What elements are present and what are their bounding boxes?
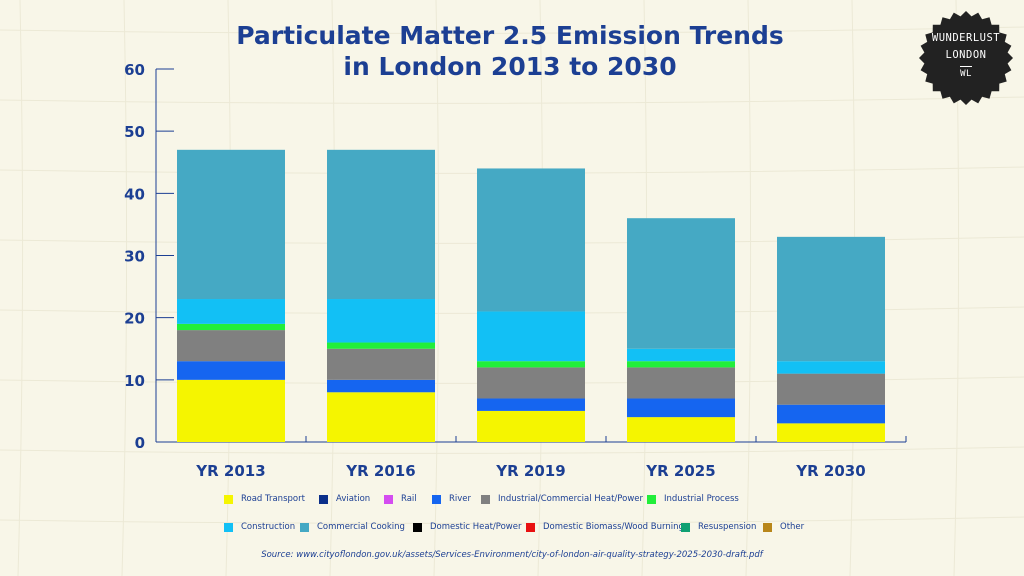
bar-segment-industrial-process — [177, 323, 285, 331]
legend-item-industrial-process: Industrial Process — [647, 494, 739, 504]
bar-segment-road-transport — [177, 379, 285, 442]
bar-stack-yr-2016 — [327, 149, 435, 442]
bar-segment-river — [327, 379, 435, 393]
bar-segment-commercial-cooking — [477, 168, 585, 312]
legend-item-river: River — [432, 494, 471, 504]
legend-swatch — [224, 522, 233, 532]
legend-label: Road Transport — [241, 494, 305, 504]
bar-segment-road-transport — [327, 392, 435, 442]
legend-label: Other — [780, 522, 805, 532]
bar-segment-river — [627, 398, 735, 418]
legend-label: Commercial Cooking — [317, 522, 405, 532]
bar-segment-commercial-cooking — [627, 218, 735, 349]
logo-text-line-2: LONDON — [945, 49, 987, 61]
legend-item-aviation: Aviation — [319, 494, 370, 504]
bar-segment-construction — [327, 299, 435, 343]
y-tick-label: 30 — [124, 248, 145, 266]
x-tick-label: YR 2013 — [195, 462, 265, 480]
legend-label: Industrial Process — [664, 494, 739, 504]
bar-stack-yr-2019 — [477, 168, 585, 442]
legend-swatch — [384, 494, 393, 504]
chart-title: Particulate Matter 2.5 Emission Trends i… — [200, 20, 820, 82]
legend-label: Domestic Biomass/Wood Burning — [543, 522, 684, 532]
legend-item-construction: Construction — [224, 522, 295, 532]
legend-swatch — [319, 494, 328, 504]
bar-segment-road-transport — [777, 423, 885, 442]
bar-segment-industrial-commercial-heat-power — [777, 373, 885, 405]
chart-title-line-1: Particulate Matter 2.5 Emission Trends — [236, 21, 784, 50]
legend-item-other: Other — [763, 522, 804, 532]
legend-label: Domestic Heat/Power — [430, 522, 522, 532]
bar-segment-construction — [777, 361, 885, 374]
bar-segment-road-transport — [477, 410, 585, 442]
bar-segment-industrial-commercial-heat-power — [477, 367, 585, 399]
legend-item-road-transport: Road Transport — [224, 494, 305, 504]
bar-segment-river — [177, 361, 285, 380]
bar-segment-river — [477, 398, 585, 411]
bar-segment-commercial-cooking — [327, 149, 435, 300]
x-tick-label: YR 2019 — [495, 462, 565, 480]
legend-item-commercial-cooking: Commercial Cooking — [300, 522, 405, 532]
bar-segment-commercial-cooking — [777, 236, 885, 362]
legend-item-domestic-heat-power: Domestic Heat/Power — [413, 522, 521, 532]
legend-swatch — [300, 522, 309, 532]
legend-label: Construction — [241, 522, 296, 532]
bar-segment-construction — [627, 348, 735, 362]
logo-text-line-1: WUNDERLUST — [931, 32, 1001, 44]
y-tick-label: 0 — [135, 434, 145, 452]
bar-stack-yr-2025 — [627, 218, 735, 442]
legend-swatch — [432, 494, 441, 504]
y-tick-label: 20 — [124, 310, 145, 328]
bar-stack-yr-2030 — [777, 236, 885, 442]
legend-label: River — [449, 494, 472, 504]
legend-swatch — [647, 494, 656, 504]
bar-segment-industrial-commercial-heat-power — [177, 330, 285, 362]
bar-segment-industrial-commercial-heat-power — [327, 348, 435, 380]
legend-swatch — [413, 522, 422, 532]
legend-item-resuspension: Resuspension — [681, 522, 756, 532]
legend-swatch — [224, 494, 233, 504]
chart-title-line-2: in London 2013 to 2030 — [343, 52, 677, 81]
x-tick-label: YR 2025 — [645, 462, 715, 480]
y-tick-label: 60 — [124, 61, 145, 79]
legend-swatch — [526, 522, 535, 532]
bar-segment-construction — [477, 311, 585, 362]
wunderlust-london-logo — [919, 11, 1013, 105]
legend-item-domestic-biomass-wood-burning: Domestic Biomass/Wood Burning — [526, 522, 684, 532]
source-note: Source: www.cityoflondon.gov.uk/assets/S… — [261, 550, 763, 560]
legend-item-industrial-commercial-heat-power: Industrial/Commercial Heat/Power — [481, 494, 643, 504]
bar-segment-industrial-process — [327, 342, 435, 349]
y-tick-label: 50 — [124, 123, 145, 141]
bar-stack-yr-2013 — [177, 149, 285, 442]
bar-segment-road-transport — [627, 417, 735, 442]
bar-segment-industrial-process — [627, 361, 735, 368]
y-tick-label: 40 — [124, 185, 145, 203]
bar-segment-river — [777, 404, 885, 424]
bar-segment-construction — [177, 299, 285, 324]
legend-label: Resuspension — [698, 522, 757, 532]
logo-text-line-3: WL — [960, 66, 972, 80]
x-tick-label: YR 2016 — [345, 462, 415, 480]
bar-segment-commercial-cooking — [177, 149, 285, 300]
legend-label: Industrial/Commercial Heat/Power — [498, 494, 643, 504]
x-tick-label: YR 2030 — [795, 462, 865, 480]
bar-segment-industrial-commercial-heat-power — [627, 367, 735, 399]
logo-text: WUNDERLUST LONDON WL — [918, 30, 1014, 82]
legend-swatch — [763, 522, 772, 532]
y-tick-label: 10 — [124, 372, 145, 390]
legend-swatch — [481, 494, 490, 504]
bar-segment-industrial-process — [477, 361, 585, 368]
legend-label: Aviation — [336, 494, 371, 504]
legend-swatch — [681, 522, 690, 532]
legend-item-rail: Rail — [384, 494, 417, 504]
legend-label: Rail — [401, 494, 417, 504]
